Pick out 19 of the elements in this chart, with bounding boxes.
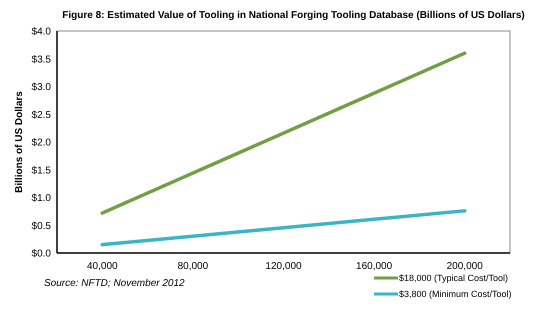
y-tick-label: $1.5	[32, 165, 52, 176]
y-tick-label: $1.0	[32, 193, 52, 204]
y-tick-label: $0.0	[32, 248, 52, 260]
y-tick-label: $0.5	[32, 220, 52, 232]
source-note: Source: NFTD; November 2012	[44, 278, 186, 289]
x-tick-label: 40,000	[87, 261, 118, 272]
y-axis-title: Billions of US Dollars	[14, 90, 25, 193]
x-tick-label: 200,000	[446, 261, 484, 272]
y-tick-label: $2.0	[32, 138, 52, 148]
x-tick-label: 80,000	[178, 261, 209, 272]
y-tick-label: $3.5	[32, 54, 52, 66]
x-tick-label: 120,000	[265, 261, 302, 272]
y-tick-label: $2.5	[32, 110, 52, 121]
legend-label: $18,000 (Typical Cost/Tool)	[399, 273, 508, 284]
chart-title: Figure 8: Estimated Value of Tooling in National Forging Tooling Database (Billions of US Dollars)	[62, 10, 525, 21]
x-tick-label: 160,000	[356, 261, 393, 272]
y-tick-label: $3.0	[32, 82, 52, 93]
y-tick-label: $4.0	[32, 26, 52, 38]
legend-label: $3,800 (Minimum Cost/Tool)	[399, 289, 512, 300]
